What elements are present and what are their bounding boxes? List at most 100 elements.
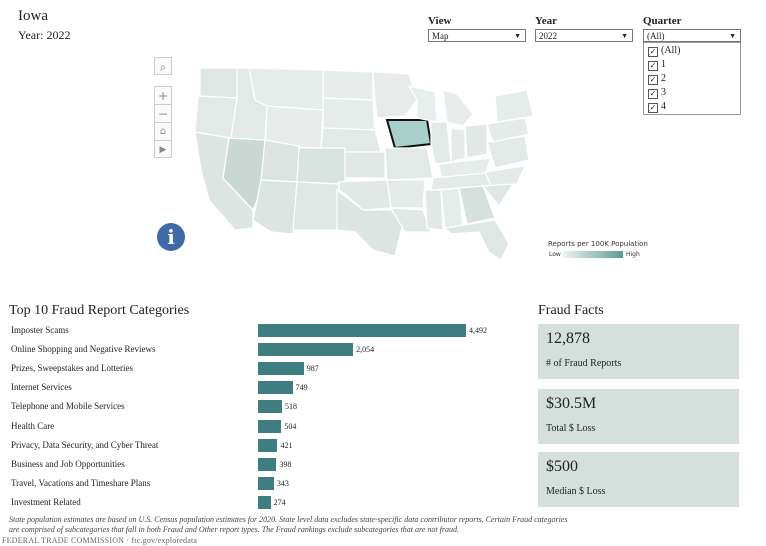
view-select[interactable]: Map ▼ [428, 29, 526, 42]
category-label: Investment Related [11, 496, 81, 507]
legend-high: High [626, 251, 640, 258]
category-value: 4,492 [469, 326, 487, 335]
top10-title: Top 10 Fraud Report Categories [9, 303, 190, 318]
state-florida [443, 219, 510, 260]
category-bar[interactable] [258, 381, 293, 395]
quarter-label: Quarter [643, 15, 682, 27]
chevron-down-icon: ▼ [514, 32, 521, 40]
checkbox-icon: ✓ [648, 61, 658, 71]
category-bar[interactable] [258, 476, 274, 490]
quarter-option-4[interactable]: ✓ 4 [648, 101, 666, 113]
category-bar[interactable] [258, 438, 278, 452]
us-choropleth-map[interactable] [195, 60, 535, 260]
state-mississippi [424, 189, 444, 231]
fact-value: $500 [546, 458, 578, 475]
state-illinois [430, 121, 452, 165]
quarter-option-2[interactable]: ✓ 2 [648, 73, 666, 85]
state-georgia [458, 185, 496, 225]
checkbox-icon: ✓ [648, 75, 658, 85]
checkbox-icon: ✓ [648, 47, 658, 57]
fact-label: Median $ Loss [546, 486, 606, 497]
legend-low: Low [549, 251, 561, 258]
category-value: 398 [279, 459, 292, 469]
state-minnesota [372, 71, 418, 119]
state-alabama [440, 187, 464, 229]
fact-label: # of Fraud Reports [546, 358, 622, 369]
state-washington [199, 67, 238, 99]
quarter-select-value: (All) [647, 31, 665, 41]
view-select-value: Map [432, 31, 449, 41]
fact-label: Total $ Loss [546, 423, 596, 434]
quarter-checklist: ✓ (All) ✓ 1 ✓ 2 ✓ 3 ✓ 4 [643, 42, 741, 115]
category-value: 518 [284, 402, 297, 412]
zoom-in-icon[interactable]: + [154, 86, 172, 104]
fact-card-total-loss: $30.5M Total $ Loss [538, 389, 739, 444]
category-bar[interactable] [258, 457, 277, 471]
category-bar[interactable] [258, 419, 282, 433]
footnote-line-2: are comprised of subcategories that fall… [9, 525, 459, 534]
state-south-dakota [322, 97, 376, 131]
state-louisiana [389, 207, 432, 233]
state-north-carolina [484, 165, 526, 187]
quarter-option-all[interactable]: ✓ (All) [648, 45, 681, 57]
state-arizona [252, 179, 298, 235]
search-icon[interactable]: ⌕ [154, 57, 172, 75]
state-title: Iowa [18, 8, 48, 24]
state-utah [260, 139, 300, 183]
view-label: View [428, 15, 452, 27]
category-label: Travel, Vacations and Timeshare Plans [11, 477, 151, 488]
year-select[interactable]: 2022 ▼ [535, 29, 633, 42]
quarter-option-1[interactable]: ✓ 1 [648, 59, 666, 71]
state-michigan [442, 89, 474, 127]
footnote-line-1: State population estimates are based on … [9, 515, 568, 524]
category-value: 504 [284, 421, 297, 431]
zoom-out-icon[interactable]: − [154, 104, 172, 122]
category-label: Privacy, Data Security, and Cyber Threat [11, 439, 159, 450]
category-value: 421 [280, 440, 293, 450]
legend-title: Reports per 100K Population [548, 240, 648, 248]
facts-title: Fraud Facts [538, 303, 604, 318]
state-oregon [195, 95, 238, 139]
category-label: Internet Services [11, 382, 72, 393]
state-north-dakota [322, 69, 374, 101]
category-label: Imposter Scams [11, 325, 69, 335]
category-value: 987 [306, 364, 319, 374]
state-wisconsin [407, 85, 438, 123]
state-south-carolina [481, 183, 515, 208]
checkbox-icon: ✓ [648, 103, 658, 113]
state-iowa-selected [385, 119, 433, 150]
fact-card-reports: 12,878 # of Fraud Reports [538, 324, 739, 379]
category-value: 2,054 [356, 345, 375, 355]
checkbox-icon: ✓ [648, 89, 658, 99]
quarter-select[interactable]: (All) ▼ [643, 29, 741, 42]
category-value: 343 [276, 478, 289, 488]
state-new-mexico [292, 181, 340, 231]
category-bar[interactable] [258, 495, 271, 509]
state-indiana [450, 127, 466, 163]
category-label: Health Care [11, 420, 55, 431]
state-kansas [344, 151, 386, 179]
home-icon[interactable]: ⌂ [154, 122, 172, 140]
category-bar[interactable] [258, 362, 304, 376]
category-value: 274 [273, 497, 286, 507]
fact-value: 12,878 [546, 330, 590, 347]
state-missouri [384, 147, 434, 181]
state-nebraska [320, 127, 382, 153]
legend-gradient [563, 251, 623, 258]
category-bar[interactable] [258, 400, 282, 414]
state-new-york [494, 89, 534, 123]
quarter-option-3[interactable]: ✓ 3 [648, 87, 666, 99]
year-subtitle: Year: 2022 [18, 28, 71, 42]
category-bar[interactable] [258, 324, 466, 337]
chevron-down-icon: ▼ [621, 32, 628, 40]
category-label: Prizes, Sweepstakes and Lotteries [11, 363, 133, 374]
category-label: Telephone and Mobile Services [11, 401, 125, 412]
year-label: Year [535, 15, 557, 27]
info-icon[interactable]: i [157, 223, 185, 251]
play-icon[interactable]: ▶ [154, 140, 172, 158]
state-arkansas [386, 179, 426, 209]
category-label: Online Shopping and Negative Reviews [11, 344, 156, 355]
category-bar[interactable] [258, 343, 354, 357]
fact-card-median-loss: $500 Median $ Loss [538, 452, 739, 507]
fact-value: $30.5M [546, 395, 597, 412]
